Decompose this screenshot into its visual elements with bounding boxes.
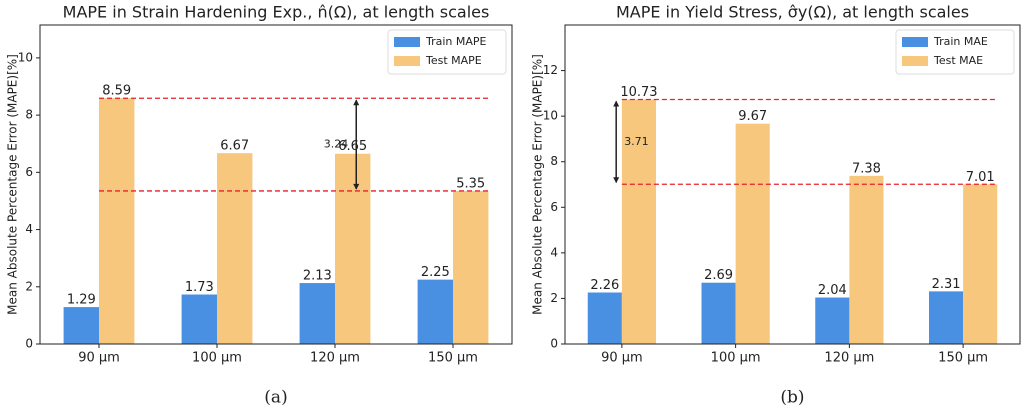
data-label: 1.29 bbox=[67, 293, 96, 308]
x-tick-label: 100 µm bbox=[711, 351, 761, 366]
data-label: 1.73 bbox=[185, 280, 214, 295]
data-label: 9.67 bbox=[738, 109, 767, 124]
y-tick-label: 12 bbox=[543, 63, 558, 77]
bar bbox=[453, 190, 489, 344]
y-tick-label: 2 bbox=[550, 291, 558, 305]
bar bbox=[63, 307, 99, 344]
caption: (a) bbox=[264, 388, 287, 408]
y-tick-label: 8 bbox=[25, 108, 33, 122]
x-tick-label: 150 µm bbox=[428, 351, 478, 366]
data-label: 2.69 bbox=[704, 268, 733, 283]
annotation: 3.71 bbox=[624, 135, 649, 148]
data-label: 5.35 bbox=[456, 176, 485, 191]
data-label: 10.73 bbox=[620, 85, 657, 100]
bar bbox=[701, 282, 736, 344]
legend-label: Train MAE bbox=[933, 35, 988, 48]
data-label: 2.25 bbox=[421, 265, 450, 280]
legend-label: Test MAPE bbox=[425, 54, 482, 67]
y-tick-label: 6 bbox=[25, 165, 33, 179]
legend-swatch bbox=[394, 37, 420, 47]
bar bbox=[963, 184, 998, 344]
y-tick-label: 4 bbox=[25, 222, 33, 236]
bar bbox=[735, 123, 770, 344]
bar bbox=[815, 297, 850, 344]
legend-swatch bbox=[394, 56, 420, 66]
y-tick-label: 2 bbox=[25, 279, 33, 293]
data-label: 6.67 bbox=[220, 139, 249, 154]
data-label: 6.65 bbox=[338, 139, 367, 154]
y-tick-label: 0 bbox=[550, 337, 558, 351]
data-label: 7.38 bbox=[852, 161, 881, 176]
bar bbox=[181, 294, 217, 344]
axes-frame bbox=[39, 24, 513, 345]
x-tick-label: 120 µm bbox=[310, 351, 360, 366]
bar bbox=[849, 175, 884, 344]
legend-swatch bbox=[902, 37, 928, 47]
axes-frame bbox=[564, 24, 1021, 345]
legend-label: Train MAPE bbox=[425, 35, 487, 48]
y-tick-label: 0 bbox=[25, 337, 33, 351]
x-tick-label: 90 µm bbox=[78, 351, 120, 366]
x-tick-label: 150 µm bbox=[938, 351, 988, 366]
data-label: 2.04 bbox=[818, 283, 847, 298]
chart-title: MAPE in Yield Stress, σ̂y(Ω), at length … bbox=[616, 3, 969, 22]
bar bbox=[217, 153, 253, 344]
y-tick-label: 4 bbox=[550, 245, 558, 259]
data-label: 2.26 bbox=[590, 278, 619, 293]
bar bbox=[335, 153, 371, 344]
bar bbox=[621, 99, 656, 345]
bar bbox=[99, 98, 135, 344]
x-tick-label: 90 µm bbox=[601, 351, 643, 366]
y-tick-label: 6 bbox=[550, 200, 558, 214]
data-label: 7.01 bbox=[966, 170, 995, 185]
y-tick-label: 10 bbox=[543, 109, 558, 123]
y-tick-label: 10 bbox=[18, 50, 33, 64]
bar bbox=[587, 292, 622, 344]
bar bbox=[929, 291, 964, 344]
annotation: 3.24 bbox=[324, 138, 349, 151]
bar bbox=[417, 279, 453, 344]
caption: (b) bbox=[780, 388, 804, 408]
y-tick-label: 8 bbox=[550, 154, 558, 168]
bar bbox=[299, 283, 335, 344]
legend-swatch bbox=[902, 56, 928, 66]
y-axis-label: Mean Absolute Percentage Error (MAPE)[%] bbox=[531, 54, 545, 315]
x-tick-label: 100 µm bbox=[192, 351, 242, 366]
y-axis-label: Mean Absolute Percentage Error (MAPE)[%] bbox=[6, 54, 20, 315]
data-label: 2.31 bbox=[932, 277, 961, 292]
chart-title: MAPE in Strain Hardening Exp., n̂(Ω), at… bbox=[63, 3, 490, 22]
data-label: 8.59 bbox=[102, 84, 131, 99]
legend-label: Test MAE bbox=[933, 54, 983, 67]
data-label: 2.13 bbox=[303, 269, 332, 284]
x-tick-label: 120 µm bbox=[824, 351, 874, 366]
